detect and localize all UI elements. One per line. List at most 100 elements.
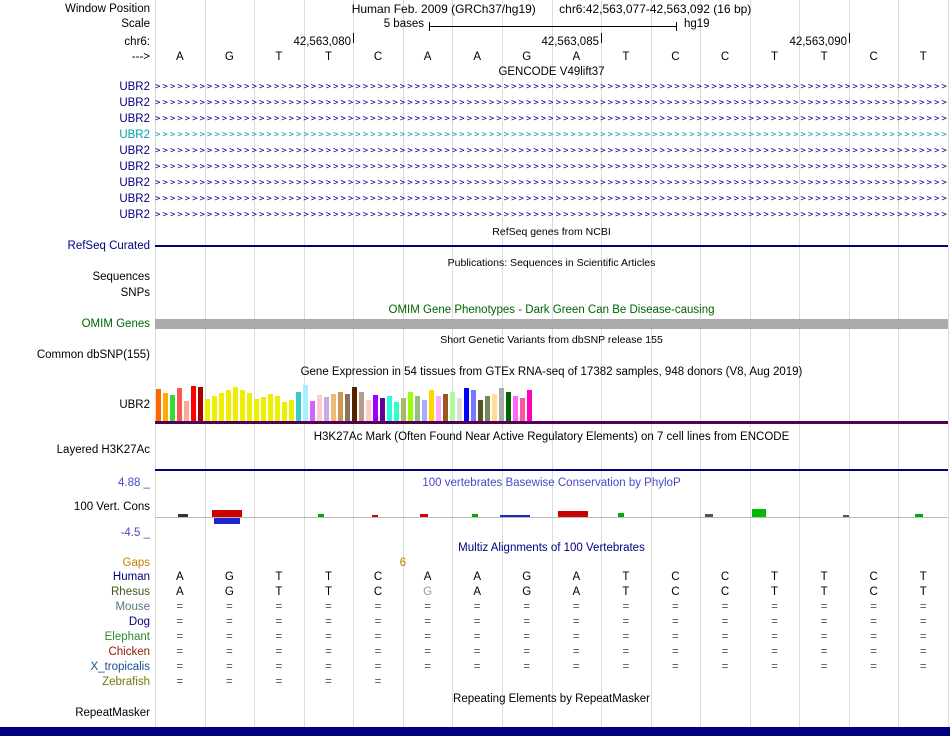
gencode-gene-label[interactable]: UBR2	[119, 97, 150, 109]
gtex-tissue-bar[interactable]	[282, 402, 287, 421]
gtex-tissue-bar[interactable]	[436, 396, 441, 421]
gtex-tissue-bar[interactable]	[387, 396, 392, 421]
gencode-gene-label[interactable]: UBR2	[119, 209, 150, 221]
gtex-tissue-bar[interactable]	[163, 393, 168, 421]
gtex-tissue-bar[interactable]	[352, 387, 357, 421]
species-label[interactable]: Rhesus	[111, 586, 150, 598]
gtex-tissue-bar[interactable]	[303, 385, 308, 421]
gtex-tissue-bar[interactable]	[464, 388, 469, 421]
gtex-tissue-bar[interactable]	[191, 386, 196, 421]
transcript-arrow-line[interactable]: >>>>>>>>>>>>>>>>>>>>>>>>>>>>>>>>>>>>>>>>…	[155, 210, 948, 220]
gtex-tissue-bar[interactable]	[177, 388, 182, 421]
transcript-arrow-line[interactable]: >>>>>>>>>>>>>>>>>>>>>>>>>>>>>>>>>>>>>>>>…	[155, 98, 948, 108]
gtex-tissue-bar[interactable]	[380, 398, 385, 421]
gtex-tissue-bar[interactable]	[457, 398, 462, 421]
gtex-tissue-bar[interactable]	[401, 398, 406, 421]
gtex-tissue-bar[interactable]	[275, 396, 280, 421]
alignment-cell: =	[622, 661, 630, 673]
gtex-tissue-bar[interactable]	[443, 394, 448, 421]
alignment-cell: T	[324, 586, 332, 598]
gtex-tissue-bar[interactable]	[366, 400, 371, 421]
gtex-tissue-bar[interactable]	[226, 390, 231, 421]
species-label[interactable]: X_tropicalis	[90, 661, 150, 673]
gtex-tissue-bar[interactable]	[345, 394, 350, 421]
gtex-tissue-bar[interactable]	[359, 392, 364, 421]
transcript-arrow-line[interactable]: >>>>>>>>>>>>>>>>>>>>>>>>>>>>>>>>>>>>>>>>…	[155, 162, 948, 172]
gencode-gene-label[interactable]: UBR2	[119, 193, 150, 205]
h3k27ac-label[interactable]: Layered H3K27Ac	[56, 444, 150, 456]
repeatmasker-label[interactable]: RepeatMasker	[75, 707, 150, 719]
gtex-tissue-bar[interactable]	[289, 400, 294, 421]
transcript-arrow-line[interactable]: >>>>>>>>>>>>>>>>>>>>>>>>>>>>>>>>>>>>>>>>…	[155, 114, 948, 124]
gtex-tissue-bar[interactable]	[296, 392, 301, 421]
gtex-tissue-bar[interactable]	[261, 397, 266, 421]
assembly-tag: hg19	[684, 18, 710, 30]
gtex-tissue-bar[interactable]	[422, 400, 427, 421]
gtex-tissue-bar[interactable]	[205, 399, 210, 421]
gtex-tissue-bar[interactable]	[310, 401, 315, 421]
gtex-tissue-bar[interactable]	[492, 394, 497, 421]
gtex-gene-label[interactable]: UBR2	[119, 399, 150, 411]
transcript-arrow-line[interactable]: >>>>>>>>>>>>>>>>>>>>>>>>>>>>>>>>>>>>>>>>…	[155, 130, 948, 140]
gtex-tissue-bar[interactable]	[485, 396, 490, 421]
gtex-tissue-bar[interactable]	[373, 395, 378, 421]
gtex-tissue-bar[interactable]	[240, 390, 245, 421]
gtex-tissue-bar[interactable]	[520, 398, 525, 421]
transcript-arrow-line[interactable]: >>>>>>>>>>>>>>>>>>>>>>>>>>>>>>>>>>>>>>>>…	[155, 178, 948, 188]
gtex-tissue-bar[interactable]	[331, 394, 336, 421]
transcript-arrow-line[interactable]: >>>>>>>>>>>>>>>>>>>>>>>>>>>>>>>>>>>>>>>>…	[155, 194, 948, 204]
alignment-cell: =	[771, 631, 778, 643]
gtex-tissue-bar[interactable]	[156, 389, 161, 421]
gtex-tissue-bar[interactable]	[527, 390, 532, 421]
species-label[interactable]: Mouse	[115, 601, 150, 613]
species-label[interactable]: Dog	[128, 616, 150, 628]
omim-genes-label[interactable]: OMIM Genes	[81, 318, 150, 330]
gtex-bars[interactable]	[156, 383, 532, 421]
snps-label[interactable]: SNPs	[120, 287, 150, 299]
gencode-gene-label[interactable]: UBR2	[119, 113, 150, 125]
gtex-tissue-bar[interactable]	[324, 397, 329, 421]
gtex-tissue-bar[interactable]	[198, 387, 203, 421]
gtex-tissue-bar[interactable]	[450, 392, 455, 421]
transcript-arrow-line[interactable]: >>>>>>>>>>>>>>>>>>>>>>>>>>>>>>>>>>>>>>>>…	[155, 82, 948, 92]
transcript-arrow-line[interactable]: >>>>>>>>>>>>>>>>>>>>>>>>>>>>>>>>>>>>>>>>…	[155, 146, 948, 156]
gencode-gene-label[interactable]: UBR2	[119, 161, 150, 173]
dbsnp-label[interactable]: Common dbSNP(155)	[36, 349, 150, 361]
gencode-gene-label[interactable]: UBR2	[119, 145, 150, 157]
gtex-tissue-bar[interactable]	[317, 395, 322, 421]
gtex-tissue-bar[interactable]	[506, 392, 511, 421]
gtex-tissue-bar[interactable]	[170, 395, 175, 421]
gencode-gene-label[interactable]: UBR2	[119, 177, 150, 189]
gtex-tissue-bar[interactable]	[184, 401, 189, 421]
species-label[interactable]: Human	[112, 571, 150, 583]
gtex-tissue-bar[interactable]	[212, 396, 217, 421]
alignment-cell: C	[869, 571, 878, 583]
gencode-gene-label[interactable]: UBR2	[119, 81, 150, 93]
gtex-tissue-bar[interactable]	[219, 393, 224, 421]
omim-gene-bar[interactable]	[155, 319, 948, 329]
gtex-tissue-bar[interactable]	[499, 388, 504, 421]
refseq-curated-label[interactable]: RefSeq Curated	[67, 240, 150, 252]
gencode-gene-label[interactable]: UBR2	[119, 129, 150, 141]
coordinate-value: 42,563,090	[789, 36, 847, 48]
sequences-label[interactable]: Sequences	[92, 271, 150, 283]
vert-cons-label[interactable]: 100 Vert. Cons	[73, 501, 150, 513]
species-label[interactable]: Zebrafish	[102, 676, 150, 688]
alignment-cell: =	[225, 631, 233, 643]
gtex-tissue-bar[interactable]	[415, 396, 420, 421]
refseq-gene-line[interactable]	[155, 245, 948, 247]
gtex-tissue-bar[interactable]	[478, 400, 483, 421]
gtex-gene-model-line[interactable]	[155, 421, 948, 424]
gtex-tissue-bar[interactable]	[471, 390, 476, 421]
gtex-tissue-bar[interactable]	[394, 402, 399, 421]
species-label[interactable]: Elephant	[104, 631, 150, 643]
gtex-tissue-bar[interactable]	[429, 390, 434, 421]
gtex-tissue-bar[interactable]	[268, 394, 273, 421]
gtex-tissue-bar[interactable]	[254, 399, 259, 421]
gtex-tissue-bar[interactable]	[408, 392, 413, 421]
gtex-tissue-bar[interactable]	[338, 392, 343, 421]
gtex-tissue-bar[interactable]	[247, 393, 252, 421]
gtex-tissue-bar[interactable]	[233, 387, 238, 421]
species-label[interactable]: Chicken	[108, 646, 150, 658]
gtex-tissue-bar[interactable]	[513, 396, 518, 421]
